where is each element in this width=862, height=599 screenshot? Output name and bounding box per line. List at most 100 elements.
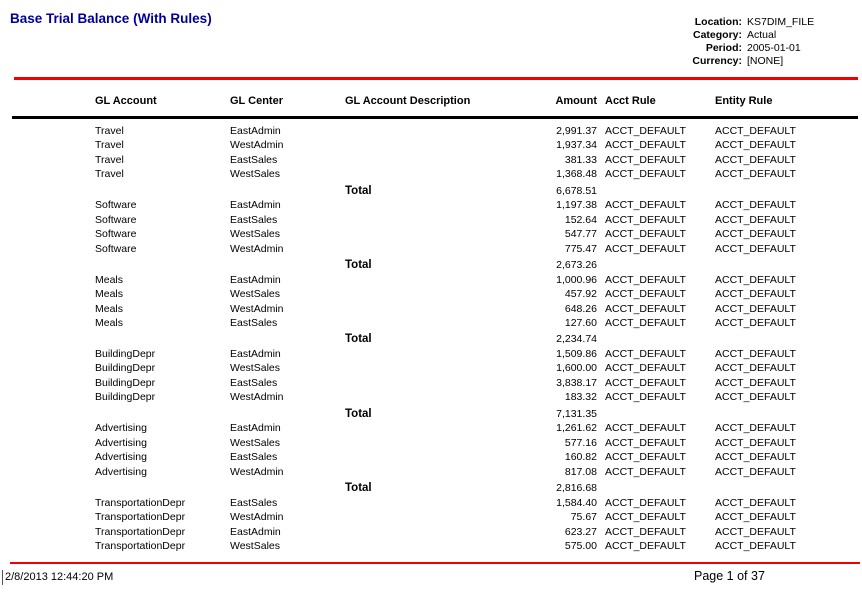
amount-cell: 1,584.40	[556, 496, 597, 509]
total-row: Total 2,673.26	[0, 256, 862, 273]
entity-rule-cell: ACCT_DEFAULT	[715, 199, 796, 212]
gl-account-description-cell	[345, 436, 485, 450]
entity-rule-cell: ACCT_DEFAULT	[715, 242, 796, 255]
row-spacer	[0, 198, 95, 212]
entity-rule-cell	[715, 182, 862, 199]
column-header-amount: Amount	[555, 95, 597, 107]
table-row: Advertising WestAdmin 817.08 ACCT_DEFAULT AC…	[0, 465, 862, 479]
table-row: BuildingDepr WestAdmin 183.32 ACCT_DEFAULT A…	[0, 390, 862, 404]
row-gap	[597, 479, 605, 496]
acct-rule-cell: ACCT_DEFAULT	[605, 273, 686, 286]
row-spacer	[0, 316, 95, 330]
gl-center-cell	[230, 330, 345, 347]
gl-account-cell: Software	[95, 199, 137, 212]
gl-account-cell: Advertising	[95, 422, 147, 435]
row-gap	[597, 376, 605, 390]
table-row: Travel WestAdmin 1,937.34 ACCT_DEFAULT ACCT_…	[0, 138, 862, 152]
row-gap	[597, 153, 605, 167]
gl-account-cell: TransportationDepr	[95, 525, 186, 538]
gl-account-description-cell	[345, 167, 485, 181]
gl-account-description-cell	[345, 213, 485, 227]
table-row: Meals WestSales 457.92 ACCT_DEFAULT ACCT_DEF…	[0, 287, 862, 301]
gl-account-cell: Travel	[95, 168, 124, 181]
info-row-location: Location: KS7DIM_FILE	[600, 16, 850, 29]
row-gap	[597, 450, 605, 464]
table-row: TransportationDepr EastSales 1,584.40 ACCT_…	[0, 496, 862, 510]
gl-account-description-cell	[345, 450, 485, 464]
gl-account-description-cell	[345, 390, 485, 404]
column-header-gl-center: GL Center	[230, 95, 283, 107]
acct-rule-cell: ACCT_DEFAULT	[605, 168, 686, 181]
row-spacer	[0, 361, 95, 375]
acct-rule-cell: ACCT_DEFAULT	[605, 422, 686, 435]
row-spacer	[0, 405, 95, 422]
acct-rule-cell	[605, 256, 715, 273]
gl-account-cell	[95, 479, 230, 496]
gl-account-cell	[95, 182, 230, 199]
entity-rule-cell: ACCT_DEFAULT	[715, 539, 796, 552]
table-body: Travel EastAdmin 2,991.37 ACCT_DEFAULT ACCT_…	[0, 124, 862, 553]
row-spacer	[0, 242, 95, 256]
gl-account-description-cell	[345, 287, 485, 301]
gl-account-description-cell	[345, 421, 485, 435]
row-spacer	[0, 465, 95, 479]
row-spacer	[0, 138, 95, 152]
table-row: TransportationDepr WestSales 575.00 ACCT_DE…	[0, 539, 862, 553]
gl-account-cell: Advertising	[95, 465, 147, 478]
amount-cell: 575.00	[564, 539, 597, 552]
column-header-acct-rule: Acct Rule	[605, 95, 656, 107]
total-label: Total	[345, 333, 372, 346]
table-row: Travel EastSales 381.33 ACCT_DEFAULT ACCT_DE…	[0, 153, 862, 167]
gl-account-description-cell	[345, 316, 485, 330]
total-row: Total 7,131.35	[0, 405, 862, 422]
entity-rule-cell: ACCT_DEFAULT	[715, 511, 796, 524]
gl-account-description-cell	[345, 198, 485, 212]
gl-account-description-cell	[345, 153, 485, 167]
row-spacer	[0, 287, 95, 301]
gl-center-cell: WestAdmin	[230, 302, 284, 315]
total-label: Total	[345, 482, 372, 494]
gl-center-cell: WestAdmin	[230, 511, 284, 524]
gl-center-cell: EastAdmin	[230, 125, 281, 137]
acct-rule-cell: ACCT_DEFAULT	[605, 213, 686, 226]
gl-account-description-cell	[345, 539, 485, 553]
gl-account-cell	[95, 330, 230, 347]
row-gap	[597, 496, 605, 510]
row-gap	[597, 510, 605, 524]
gl-account-cell: BuildingDepr	[95, 376, 156, 389]
amount-cell: 183.32	[564, 391, 597, 404]
row-spacer	[0, 390, 95, 404]
acct-rule-cell	[605, 405, 715, 422]
entity-rule-cell: ACCT_DEFAULT	[715, 316, 796, 329]
row-spacer	[0, 525, 95, 539]
row-gap	[597, 421, 605, 435]
table-row: Software WestAdmin 775.47 ACCT_DEFAULT ACCT_…	[0, 242, 862, 256]
acct-rule-cell: ACCT_DEFAULT	[605, 511, 686, 524]
amount-cell: 3,838.17	[556, 376, 597, 389]
gl-account-cell: Meals	[95, 288, 124, 301]
gl-center-cell	[230, 182, 345, 199]
acct-rule-cell: ACCT_DEFAULT	[605, 348, 686, 361]
acct-rule-cell: ACCT_DEFAULT	[605, 376, 686, 389]
row-spacer	[0, 256, 95, 273]
row-gap	[597, 436, 605, 450]
amount-cell: 1,600.00	[556, 362, 597, 375]
gl-center-cell: EastSales	[230, 213, 278, 226]
amount-cell: 1,261.62	[556, 422, 597, 435]
row-gap	[597, 167, 605, 181]
gl-account-cell: BuildingDepr	[95, 362, 156, 375]
table-row: Meals EastSales 127.60 ACCT_DEFAULT ACCT_DEF…	[0, 316, 862, 330]
entity-rule-cell: ACCT_DEFAULT	[715, 436, 796, 449]
row-spacer	[0, 436, 95, 450]
gl-account-description-cell	[345, 361, 485, 375]
gl-center-cell: EastSales	[230, 376, 278, 389]
row-spacer	[0, 124, 95, 138]
entity-rule-cell: ACCT_DEFAULT	[715, 362, 796, 375]
amount-cell: 1,197.38	[556, 199, 597, 212]
entity-rule-cell: ACCT_DEFAULT	[715, 465, 796, 478]
acct-rule-cell: ACCT_DEFAULT	[605, 451, 686, 464]
table-row: BuildingDepr EastSales 3,838.17 ACCT_DEFAUL…	[0, 376, 862, 390]
gl-account-cell: Travel	[95, 139, 124, 152]
acct-rule-cell: ACCT_DEFAULT	[605, 302, 686, 315]
acct-rule-cell: ACCT_DEFAULT	[605, 199, 686, 212]
